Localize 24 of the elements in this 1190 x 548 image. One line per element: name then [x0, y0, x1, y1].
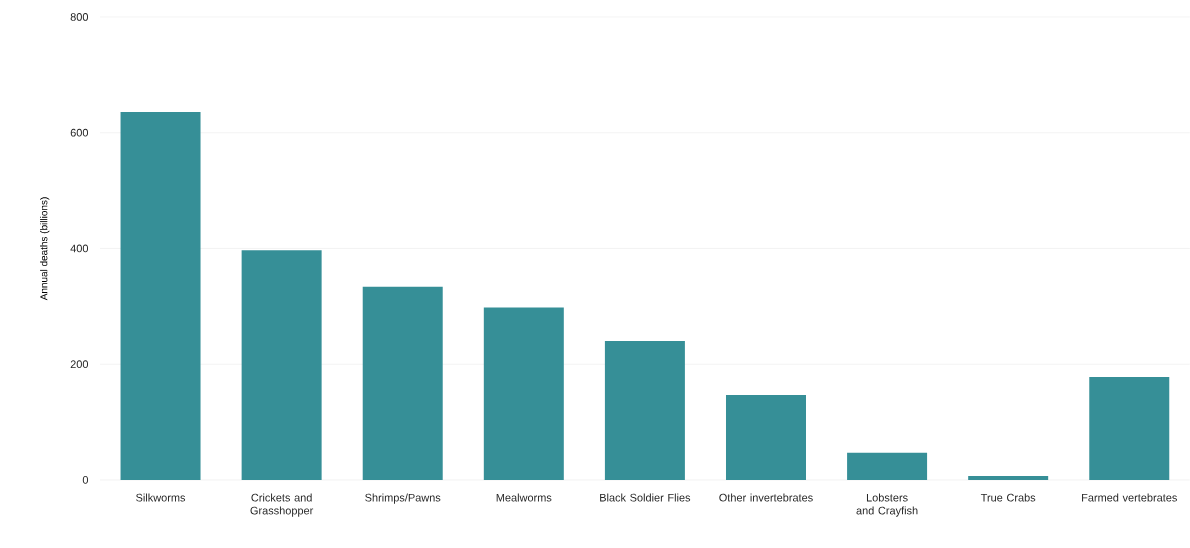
bar: [847, 452, 928, 480]
x-tick-label: Other invertebrates: [719, 493, 813, 502]
x-tick-label: Black Soldier Flies: [600, 493, 691, 502]
y-axis-title: Annual deaths (billions): [40, 197, 50, 301]
y-tick-label: 400: [70, 244, 89, 253]
y-tick-label: 200: [70, 360, 89, 369]
x-tick-label: Mealworms: [496, 493, 552, 502]
y-tick-label: 800: [70, 13, 89, 21]
x-tick-label: Farmed vertebrates: [1082, 493, 1177, 502]
bar: [725, 394, 806, 480]
y-tick-label: 600: [70, 128, 89, 137]
x-tick-label: Crickets and Grasshopper: [250, 493, 314, 517]
bar: [362, 286, 443, 480]
bar: [241, 250, 322, 480]
bar: [604, 341, 685, 480]
x-tick-label: Lobsters and Crayfish: [856, 493, 918, 517]
bar: [483, 307, 564, 480]
x-tick-label: True Crabs: [980, 493, 1036, 502]
bar: [1089, 376, 1170, 480]
bar: [968, 475, 1049, 480]
bar: [120, 111, 201, 480]
y-tick-label: 0: [82, 476, 89, 484]
x-tick-label: Shrimps/Pawns: [365, 493, 441, 504]
x-tick-label: Silkworms: [136, 493, 186, 502]
